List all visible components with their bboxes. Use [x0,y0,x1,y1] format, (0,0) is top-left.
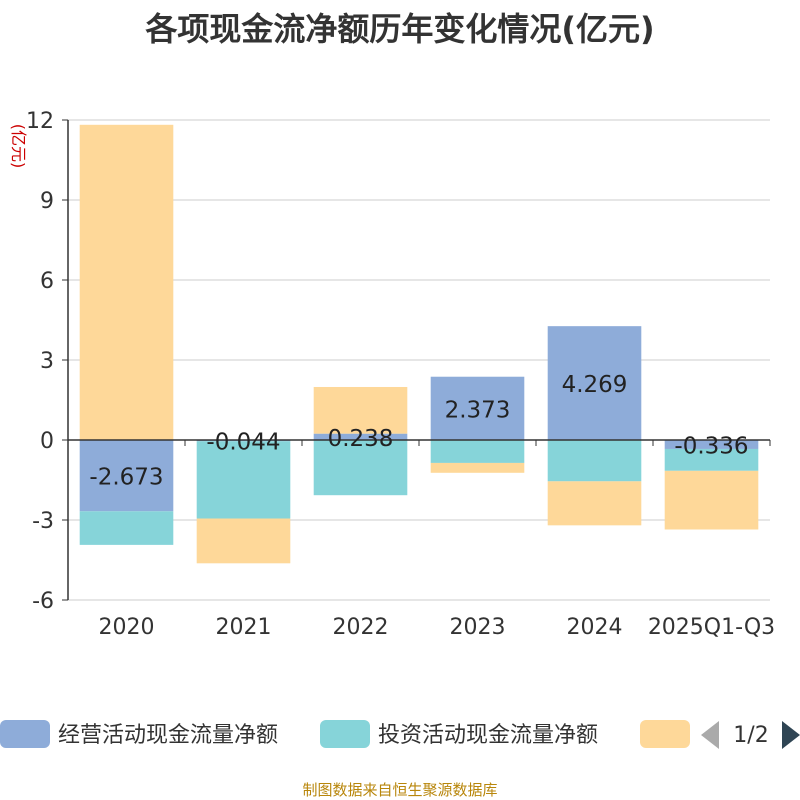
y-tick-label: 12 [26,109,54,134]
legend-page-indicator: 1/2 [733,723,768,748]
legend-swatch [640,720,690,748]
data-label: -0.336 [674,433,748,459]
x-tick-label: 2020 [99,615,155,640]
data-label: 0.238 [328,426,394,452]
legend-swatch [320,720,370,748]
legend-label: 经营活动现金流量净额 [58,723,278,748]
bar-segment [196,518,291,564]
bar-segment [196,441,291,519]
y-tick-label: -3 [32,509,54,534]
bar-segment [430,462,525,473]
legend-next-arrow-icon [782,721,800,749]
x-tick-label: 2023 [450,615,506,640]
y-tick-label: 6 [40,269,54,294]
data-label: 2.373 [445,397,511,423]
chart-title: 各项现金流净额历年变化情况(亿元) [145,10,655,48]
bar-segment [547,481,642,526]
legend-label: 投资活动现金流量净额 [378,723,598,748]
bar-segment [664,448,759,471]
x-tick-label: 2021 [216,615,272,640]
legend: 经营活动现金流量净额 投资活动现金流量净额 1/2 [0,720,800,749]
bar-segment [430,440,525,463]
y-tick-label: -6 [32,589,54,614]
x-tick-label: 2025Q1-Q3 [648,615,775,640]
bar-segment [79,511,174,545]
data-labels: -2.673 -0.044 0.238 2.373 4.269 -0.336 [89,372,748,491]
gridlines [68,119,770,601]
source-note: 制图数据来自恒生聚源数据库 [302,781,498,799]
y-tick-label: 0 [40,429,54,454]
bar-segment [664,470,759,530]
y-axis-label: (亿元) [9,124,28,169]
legend-swatch [0,720,50,748]
bar-segment [313,433,408,440]
bar-segment [547,440,642,482]
data-label: -0.044 [206,430,280,456]
bars [79,124,759,564]
y-tick-label: 9 [40,189,54,214]
axes: -6 -3 0 3 6 9 12 2020 2021 2022 2023 2024 2025Q1-Q3 [26,109,775,640]
y-tick-label: 3 [40,349,54,374]
bar-segment [79,124,174,441]
data-label: 4.269 [562,372,628,398]
bar-segment [313,440,408,496]
bar-segment [313,386,408,434]
bar-segment [79,440,174,512]
bar-segment [430,376,525,440]
bar-segment [547,326,642,440]
bar-segment [664,440,759,449]
data-label: -2.673 [89,465,163,491]
legend-prev-arrow-icon [701,721,719,749]
x-tick-label: 2024 [567,615,623,640]
x-tick-label: 2022 [333,615,389,640]
